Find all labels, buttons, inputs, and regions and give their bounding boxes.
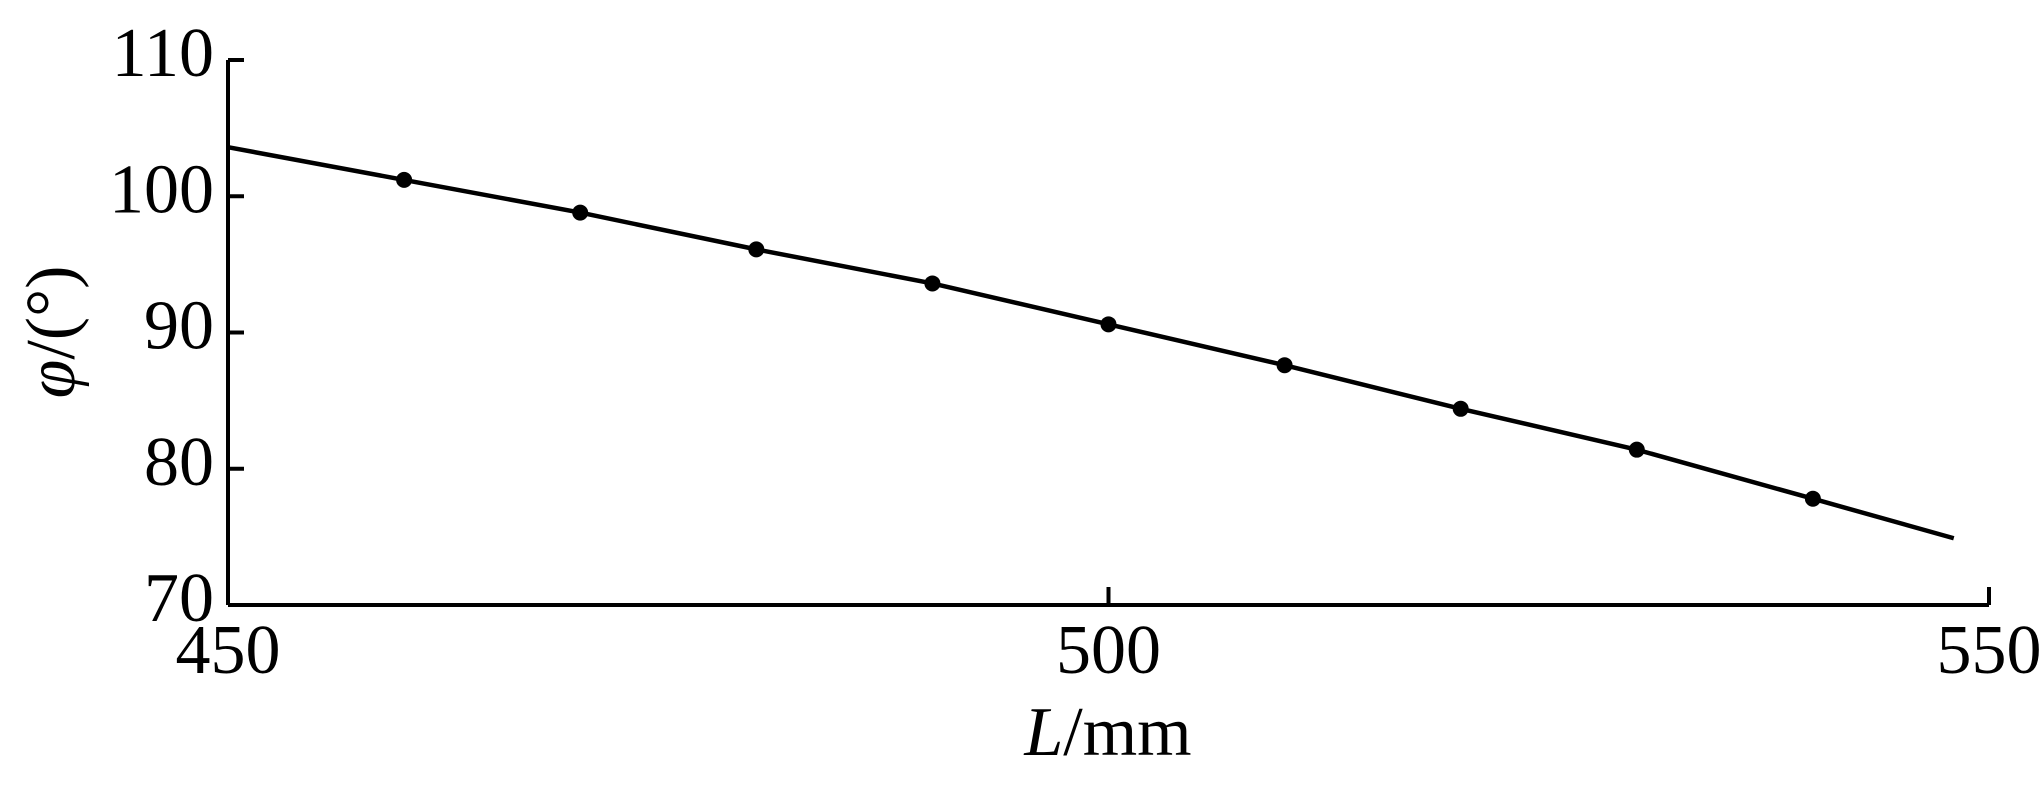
y-axis-label: φ/(°): [13, 266, 90, 399]
data-point: [748, 241, 765, 258]
curve: [227, 144, 1955, 541]
y-tick-label: 70: [144, 560, 214, 637]
data-point: [1628, 441, 1645, 458]
x-tick-label: 550: [1937, 612, 2041, 689]
x-tick-label: 450: [176, 612, 281, 689]
y-tick-label: 80: [144, 424, 214, 501]
data-point: [572, 204, 589, 221]
x-axis-label: L/mm: [1023, 694, 1191, 771]
data-point: [1100, 316, 1117, 333]
data-point: [1804, 490, 1821, 507]
y-label-symbol: φ: [13, 360, 90, 399]
data-point: [396, 171, 413, 188]
data-point: [924, 275, 941, 292]
data-point: [1276, 357, 1293, 374]
data-point: [1452, 400, 1469, 417]
y-tick-label: 110: [112, 15, 214, 92]
x-tick-label: 500: [1056, 612, 1161, 689]
y-label-unit: /(°): [13, 266, 90, 360]
x-label-symbol: L: [1023, 694, 1063, 771]
y-tick-label: 100: [109, 151, 214, 228]
y-tick-label: 90: [144, 288, 214, 365]
x-label-unit: /mm: [1063, 694, 1191, 771]
